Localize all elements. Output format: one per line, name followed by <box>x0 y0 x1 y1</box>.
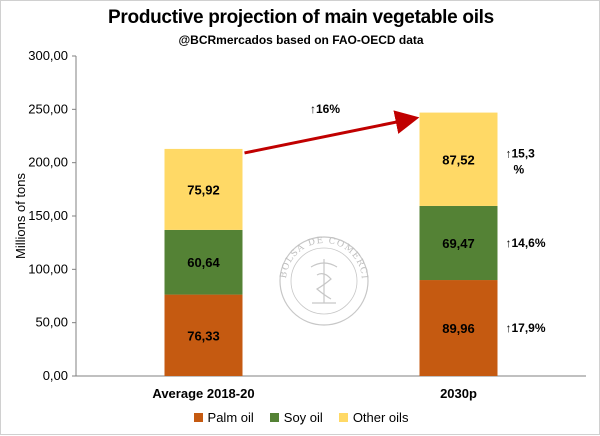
bar-segment-soy-oil <box>419 205 498 281</box>
bars <box>164 112 498 376</box>
bar-segment-other-oils <box>164 148 243 230</box>
legend-swatch <box>269 413 279 422</box>
legend-label: Soy oil <box>283 410 323 425</box>
legend-item-palm-oil: Palm oil <box>193 410 254 425</box>
bar-segment-other-oils <box>419 112 498 206</box>
y-axis-title: Millions of tons <box>13 173 28 259</box>
segment-growth-label: ↑14,6% <box>506 236 546 250</box>
legend-swatch <box>193 413 203 422</box>
y-tick-label: 100,00 <box>28 261 68 276</box>
segment-growth-label: ↑15,3% <box>506 146 536 176</box>
data-label: 89,96 <box>442 321 475 336</box>
legend: Palm oil Soy oil Other oils <box>1 410 600 425</box>
y-tick-label: 150,00 <box>28 208 68 223</box>
chart-title: Productive projection of main vegetable … <box>108 7 494 28</box>
x-category-label: Average 2018-20 <box>152 386 254 401</box>
legend-item-soy-oil: Soy oil <box>269 410 323 425</box>
data-labels: 76,33 60,64 75,92 89,96 69,47 87,52 <box>187 152 475 343</box>
data-label: 76,33 <box>187 328 220 343</box>
caduceus-icon <box>310 259 338 304</box>
growth-arrow <box>244 110 420 155</box>
legend-item-other-oils: Other oils <box>338 410 409 425</box>
data-label: 75,92 <box>187 182 220 197</box>
y-tick-label: 250,00 <box>28 101 68 116</box>
growth-annotations: ↑16% ↑17,9% ↑14,6% ↑15,3% <box>244 102 546 335</box>
legend-label: Other oils <box>352 410 409 425</box>
legend-label: Palm oil <box>207 410 254 425</box>
total-growth-label: ↑16% <box>310 102 340 116</box>
axes: 0,00 50,00 100,00 150,00 200,00 250,00 300,00 A… <box>28 48 586 401</box>
x-category-label: 2030p <box>440 386 477 401</box>
y-tick-label: 50,00 <box>35 315 68 330</box>
data-label: 87,52 <box>442 152 475 167</box>
y-tick-label: 200,00 <box>28 155 68 170</box>
chart-subtitle: @BCRmercados based on FAO-OECD data <box>178 33 424 47</box>
legend-swatch <box>338 413 348 422</box>
bar-segment-palm-oil <box>164 294 243 376</box>
bar-segment-palm-oil <box>419 280 498 376</box>
segment-growth-label: ↑17,9% <box>506 321 546 335</box>
bar-segment-soy-oil <box>164 229 243 295</box>
data-label: 60,64 <box>187 255 220 270</box>
y-tick-label: 300,00 <box>28 48 68 63</box>
data-label: 69,47 <box>442 236 475 251</box>
y-tick-label: 0,00 <box>43 368 68 383</box>
